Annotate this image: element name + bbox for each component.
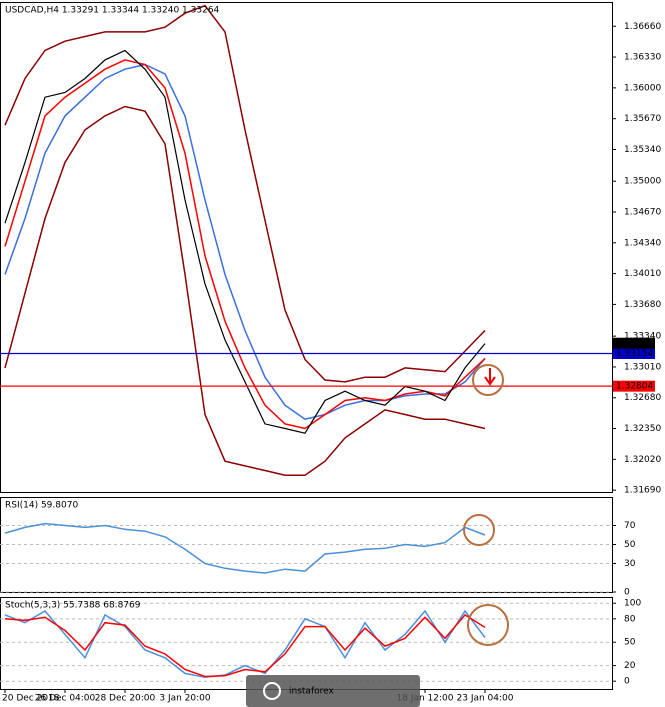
price-box xyxy=(613,380,655,392)
y-tick-label: 80 xyxy=(624,614,636,624)
series-line xyxy=(4,63,486,421)
y-tick-label: 30 xyxy=(624,559,636,569)
x-tick-label: 3 Jan 20:00 xyxy=(159,694,211,704)
x-tick-label: 28 Dec 20:00 xyxy=(95,694,156,704)
series-line xyxy=(4,609,486,679)
annotation-arrow xyxy=(484,368,496,386)
y-tick-label: 100 xyxy=(624,599,641,609)
y-tick-label: 1.35670 xyxy=(624,114,661,124)
y-tick-label: 1.32020 xyxy=(624,455,661,465)
x-tick-label: 23 Jan 04:00 xyxy=(457,694,514,704)
x-tick-label: 20 Dec 2018 xyxy=(2,694,60,704)
panel-frame xyxy=(0,2,613,493)
x-tick-label: 26 Dec 04:00 xyxy=(35,694,96,704)
y-tick-label: 1.33340 xyxy=(624,332,661,342)
series-line xyxy=(4,59,486,430)
annotation-circle xyxy=(472,364,504,396)
y-tick-label: 1.36660 xyxy=(624,22,661,32)
price-box xyxy=(613,347,655,359)
series-line xyxy=(4,105,486,476)
watermark-icon xyxy=(263,682,281,700)
price-box xyxy=(613,337,655,349)
annotation-circle xyxy=(463,514,495,546)
y-tick-label: 1.32680 xyxy=(624,393,661,403)
y-tick-label: 0 xyxy=(624,588,630,598)
y-tick-label: 1.34340 xyxy=(624,238,661,248)
y-tick-label: 1.31690 xyxy=(624,486,661,496)
series-line xyxy=(4,4,486,383)
y-tick-label: 0 xyxy=(624,677,630,687)
watermark-box xyxy=(246,675,420,707)
price-label: 1.33264 xyxy=(616,339,653,349)
series-line xyxy=(4,613,486,678)
annotation-circle xyxy=(467,604,509,646)
y-tick-label: 1.35340 xyxy=(624,145,661,155)
y-tick-label: 1.33680 xyxy=(624,300,661,310)
panel-title: Stoch(5,3,3) 55.7388 68.8769 xyxy=(5,601,141,611)
y-tick-label: 1.35000 xyxy=(624,177,661,187)
y-tick-label: 50 xyxy=(624,638,636,648)
y-tick-label: 1.33010 xyxy=(624,362,661,372)
y-tick-label: 50 xyxy=(624,540,636,550)
panel-title: RSI(14) 59.8070 xyxy=(5,501,78,511)
watermark: instaforex xyxy=(289,687,334,697)
y-tick-label: 1.34010 xyxy=(624,269,661,279)
y-tick-label: 1.34670 xyxy=(624,208,661,218)
y-tick-label: 1.36330 xyxy=(624,53,661,63)
x-tick-label: 18 Jan 12:00 xyxy=(397,694,454,704)
y-tick-label: 1.32350 xyxy=(624,424,661,434)
y-tick-label: 20 xyxy=(624,661,636,671)
series-line xyxy=(4,522,486,574)
price-label: 1.33154 xyxy=(616,349,653,359)
price-label: 1.32804 xyxy=(616,382,653,392)
y-tick-label: 70 xyxy=(624,521,636,531)
panel-title: USDCAD,H4 1.33291 1.33344 1.33240 1.3326… xyxy=(5,6,220,16)
y-tick-label: 1.36000 xyxy=(624,83,661,93)
